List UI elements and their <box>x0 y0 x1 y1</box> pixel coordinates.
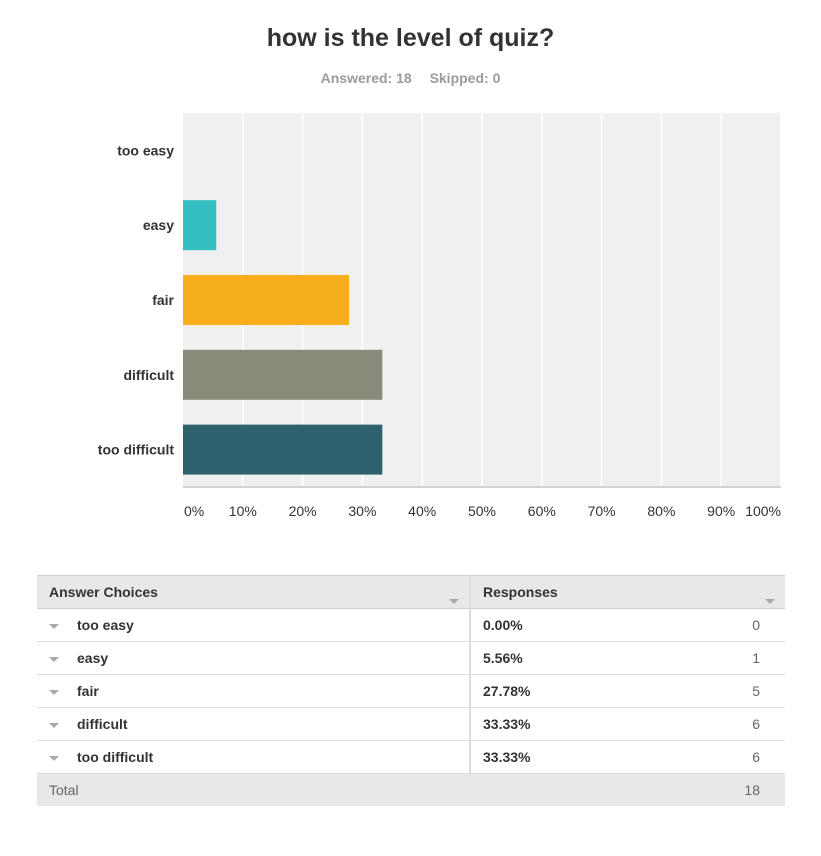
table-header-row: Answer Choices Responses <box>37 575 785 609</box>
x-tick-label: 40% <box>408 503 436 519</box>
response-count: 6 <box>752 749 760 765</box>
x-tick-label: 10% <box>229 503 257 519</box>
choice-label: fair <box>77 683 99 699</box>
table-row: fair 27.78% 5 <box>37 674 785 708</box>
answer-choices-label: Answer Choices <box>49 584 158 600</box>
expand-caret-icon[interactable] <box>49 755 59 761</box>
response-stats: Answered: 18 Skipped: 0 <box>0 70 821 86</box>
choice-label: difficult <box>77 716 128 732</box>
x-tick-label: 0% <box>184 503 204 519</box>
x-tick-label: 50% <box>468 503 496 519</box>
x-tick-label: 70% <box>588 503 616 519</box>
choice-label: easy <box>77 650 109 666</box>
sort-caret-icon[interactable] <box>449 599 459 604</box>
response-count: 6 <box>752 716 760 732</box>
category-label: easy <box>143 217 174 233</box>
expand-caret-icon[interactable] <box>49 656 59 662</box>
table-row: too easy 0.00% 0 <box>37 608 785 642</box>
x-tick-label: 30% <box>348 503 376 519</box>
bar <box>183 200 217 251</box>
response-percent: 33.33% <box>483 749 531 765</box>
choice-label: too difficult <box>77 749 154 765</box>
expand-caret-icon[interactable] <box>49 623 59 629</box>
sort-caret-icon[interactable] <box>765 599 775 604</box>
response-percent: 5.56% <box>483 650 523 666</box>
choice-label: too easy <box>77 617 134 633</box>
x-tick-label: 80% <box>647 503 675 519</box>
category-label: too easy <box>117 142 174 158</box>
total-value: 18 <box>744 782 760 798</box>
responses-label: Responses <box>483 584 558 600</box>
expand-caret-icon[interactable] <box>49 689 59 695</box>
table-row: too difficult 33.33% 6 <box>37 740 785 774</box>
response-percent: 27.78% <box>483 683 531 699</box>
category-label: difficult <box>123 367 174 383</box>
total-row: Total 18 <box>37 773 785 806</box>
category-label: fair <box>152 292 174 308</box>
bar <box>183 275 350 325</box>
responses-header[interactable]: Responses <box>470 576 785 609</box>
x-tick-label: 60% <box>528 503 556 519</box>
bar <box>183 349 383 400</box>
x-tick-label: 100% <box>745 503 781 519</box>
table-row: difficult 33.33% 6 <box>37 707 785 741</box>
response-count: 0 <box>752 617 760 633</box>
x-tick-label: 20% <box>289 503 317 519</box>
total-label: Total <box>37 773 470 806</box>
skipped-count: Skipped: 0 <box>429 70 501 86</box>
responses-table: Answer Choices Responses too easy 0.00% 0… <box>37 575 785 806</box>
x-tick-label: 90% <box>707 503 735 519</box>
chart-title: how is the level of quiz? <box>266 24 555 52</box>
table-row: easy 5.56% 1 <box>37 641 785 675</box>
answer-choices-header[interactable]: Answer Choices <box>37 575 471 609</box>
category-label: too difficult <box>98 442 175 458</box>
answered-count: Answered: 18 <box>320 70 412 86</box>
response-count: 5 <box>752 683 760 699</box>
response-percent: 33.33% <box>483 716 531 732</box>
expand-caret-icon[interactable] <box>49 722 59 728</box>
bar <box>183 424 383 475</box>
bar-chart: 0% 10% 20% 30% 40% 50% 60% 70% 80% 90% 100% too eas… <box>98 113 782 519</box>
response-percent: 0.00% <box>483 617 523 633</box>
response-count: 1 <box>752 650 760 666</box>
